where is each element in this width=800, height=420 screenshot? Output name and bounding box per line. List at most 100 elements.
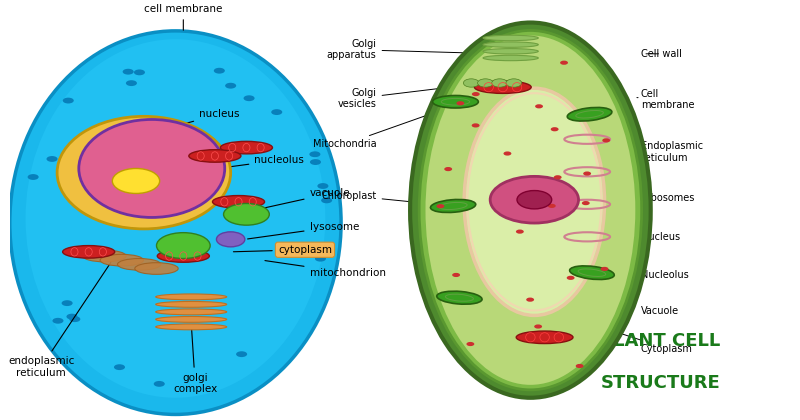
Circle shape [46,156,58,162]
Circle shape [548,204,556,208]
Ellipse shape [100,255,143,266]
Ellipse shape [213,196,265,208]
Ellipse shape [483,35,538,41]
Circle shape [582,201,590,205]
Ellipse shape [189,150,241,162]
Ellipse shape [26,39,326,398]
Circle shape [554,175,562,179]
Circle shape [463,79,479,87]
Text: cell membrane: cell membrane [144,4,222,30]
Ellipse shape [78,119,225,218]
Ellipse shape [483,49,538,54]
Circle shape [452,273,460,277]
Text: vacuole: vacuole [257,189,350,210]
Circle shape [243,95,254,101]
Ellipse shape [156,294,226,300]
Circle shape [576,364,583,368]
Text: Mitochondria: Mitochondria [313,90,498,149]
Ellipse shape [158,250,210,262]
Circle shape [225,83,236,89]
Ellipse shape [437,291,482,304]
Ellipse shape [464,88,605,315]
Ellipse shape [156,316,226,322]
Circle shape [503,152,511,155]
Text: lysosome: lysosome [247,222,359,239]
Ellipse shape [410,23,650,398]
Text: nucleolus: nucleolus [158,155,304,176]
Text: Golgi
apparatus: Golgi apparatus [327,39,498,60]
Text: nucleus: nucleus [99,109,239,147]
Text: Endoplasmic
reticulum: Endoplasmic reticulum [610,141,703,163]
Text: cytoplasm: cytoplasm [234,245,332,255]
Circle shape [444,167,452,171]
Circle shape [437,204,444,208]
Circle shape [583,171,591,176]
Circle shape [114,364,125,370]
Circle shape [602,138,610,142]
Ellipse shape [516,331,573,344]
Text: PLANT CELL: PLANT CELL [601,333,721,350]
Ellipse shape [220,142,273,154]
Text: Vacuole: Vacuole [602,292,679,316]
Text: endoplasmic
reticulum: endoplasmic reticulum [8,262,110,378]
Circle shape [534,324,542,328]
Ellipse shape [483,55,538,60]
Ellipse shape [57,116,230,229]
Circle shape [126,80,137,86]
Circle shape [315,256,326,262]
Text: Cell wall: Cell wall [641,49,682,59]
Text: Chloroplast: Chloroplast [322,191,450,206]
Ellipse shape [10,31,341,415]
Circle shape [478,79,494,87]
Circle shape [472,123,479,128]
Ellipse shape [135,262,178,274]
Text: golgi
complex: golgi complex [173,326,218,394]
Circle shape [122,69,134,75]
Circle shape [236,351,247,357]
Ellipse shape [118,259,161,270]
Text: mitochondrion: mitochondrion [265,260,386,278]
Ellipse shape [223,203,270,225]
Circle shape [506,79,522,87]
Circle shape [517,191,552,209]
Ellipse shape [419,31,642,390]
Circle shape [214,68,225,74]
Text: Nucleolus: Nucleolus [555,233,689,280]
Circle shape [601,267,609,271]
Ellipse shape [426,35,635,385]
Text: Ribosomes: Ribosomes [598,193,694,202]
Circle shape [560,60,568,65]
Text: Cell
membrane: Cell membrane [637,89,694,110]
Circle shape [134,69,145,75]
Ellipse shape [82,250,126,262]
Circle shape [492,79,507,87]
Circle shape [472,92,480,96]
Ellipse shape [430,200,476,213]
Circle shape [28,174,38,180]
Circle shape [566,276,574,280]
Circle shape [310,159,321,165]
Circle shape [66,314,78,320]
Ellipse shape [62,246,114,258]
Ellipse shape [156,324,226,330]
Circle shape [62,300,73,306]
Ellipse shape [156,309,226,315]
Circle shape [466,342,474,346]
Text: Golgi
vesicles: Golgi vesicles [338,83,482,109]
Circle shape [154,381,165,387]
Circle shape [321,197,332,203]
Text: Cytoplasm: Cytoplasm [616,332,693,354]
Ellipse shape [474,81,531,93]
Ellipse shape [433,95,478,108]
Text: STRUCTURE: STRUCTURE [601,374,721,392]
Ellipse shape [483,42,538,47]
Circle shape [516,229,524,234]
Circle shape [457,101,464,105]
Circle shape [490,176,578,223]
Text: Nucleus: Nucleus [581,223,680,242]
Circle shape [526,297,534,302]
Circle shape [217,232,245,247]
Circle shape [62,98,74,103]
Circle shape [318,183,329,189]
Circle shape [310,151,320,157]
